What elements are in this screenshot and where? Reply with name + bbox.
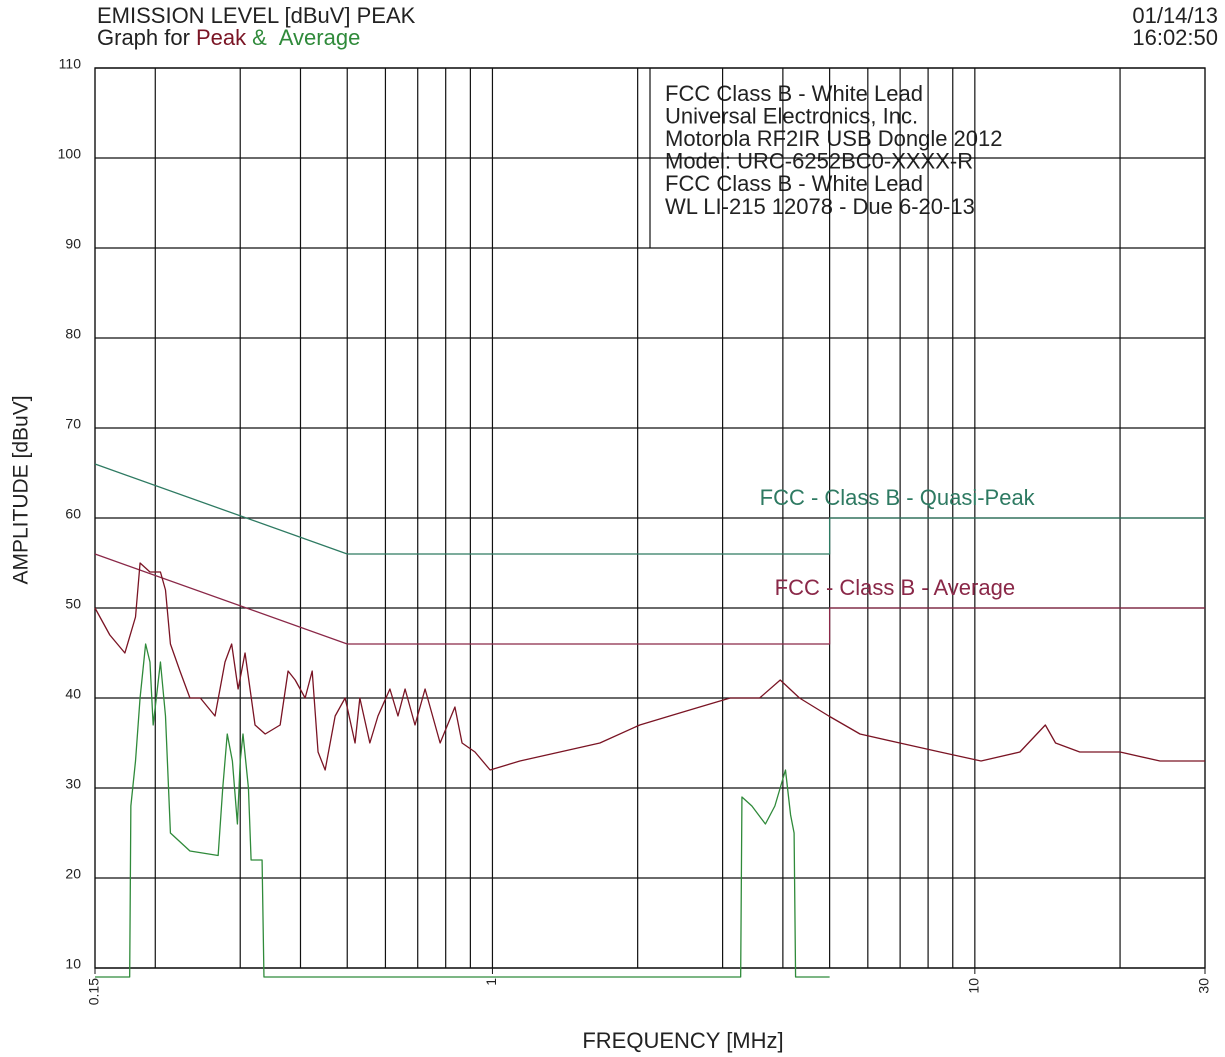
time: 16:02:50 bbox=[1132, 25, 1218, 50]
y-tick-label: 30 bbox=[65, 776, 81, 792]
legend-prefix: Graph for bbox=[97, 25, 190, 50]
info-line: Motorola RF2IR USB Dongle 2012 bbox=[665, 126, 1003, 151]
limit-line bbox=[94, 553, 1205, 645]
y-tick-label: 50 bbox=[65, 596, 81, 612]
chart-title: EMISSION LEVEL [dBuV] PEAK bbox=[97, 3, 416, 28]
date: 01/14/13 bbox=[1132, 3, 1218, 28]
x-tick-label: 1 bbox=[483, 978, 499, 986]
y-tick-label: 80 bbox=[65, 326, 81, 342]
info-line: Model: URC-6252BC0-XXXX-R bbox=[665, 149, 973, 174]
limit-label: FCC - Class B - Average bbox=[775, 575, 1015, 600]
legend-joiner: & bbox=[252, 25, 267, 50]
legend-entry: Peak bbox=[196, 25, 247, 50]
x-tick-label: 10 bbox=[966, 978, 982, 994]
info-line: FCC Class B - White Lead bbox=[665, 171, 923, 196]
x-axis-label: FREQUENCY [MHz] bbox=[582, 1028, 783, 1053]
y-tick-label: 40 bbox=[65, 686, 81, 702]
info-line: Universal Electronics, Inc. bbox=[665, 103, 918, 128]
info-line: WL LI-215 12078 - Due 6-20-13 bbox=[665, 194, 975, 219]
y-tick-label: 90 bbox=[65, 236, 81, 252]
y-tick-label: 10 bbox=[65, 956, 81, 972]
y-tick-label: 60 bbox=[65, 506, 81, 522]
y-tick-label: 20 bbox=[65, 866, 81, 882]
x-tick-label: 0.15 bbox=[86, 978, 102, 1005]
y-tick-label: 70 bbox=[65, 416, 81, 432]
limit-label: FCC - Class B - Quasi-Peak bbox=[760, 485, 1036, 510]
data-line bbox=[95, 643, 830, 978]
limit-line bbox=[94, 463, 1205, 555]
x-tick-label: 30 bbox=[1196, 978, 1212, 994]
legend: Graph for Peak & Average bbox=[97, 25, 360, 50]
data-line bbox=[94, 562, 1205, 771]
info-line: FCC Class B - White Lead bbox=[665, 81, 923, 106]
legend-entry: Average bbox=[279, 25, 361, 50]
y-axis-label: AMPLITUDE [dBuV] bbox=[10, 395, 33, 584]
y-tick-label: 110 bbox=[59, 56, 82, 72]
y-tick-label: 100 bbox=[58, 146, 82, 162]
